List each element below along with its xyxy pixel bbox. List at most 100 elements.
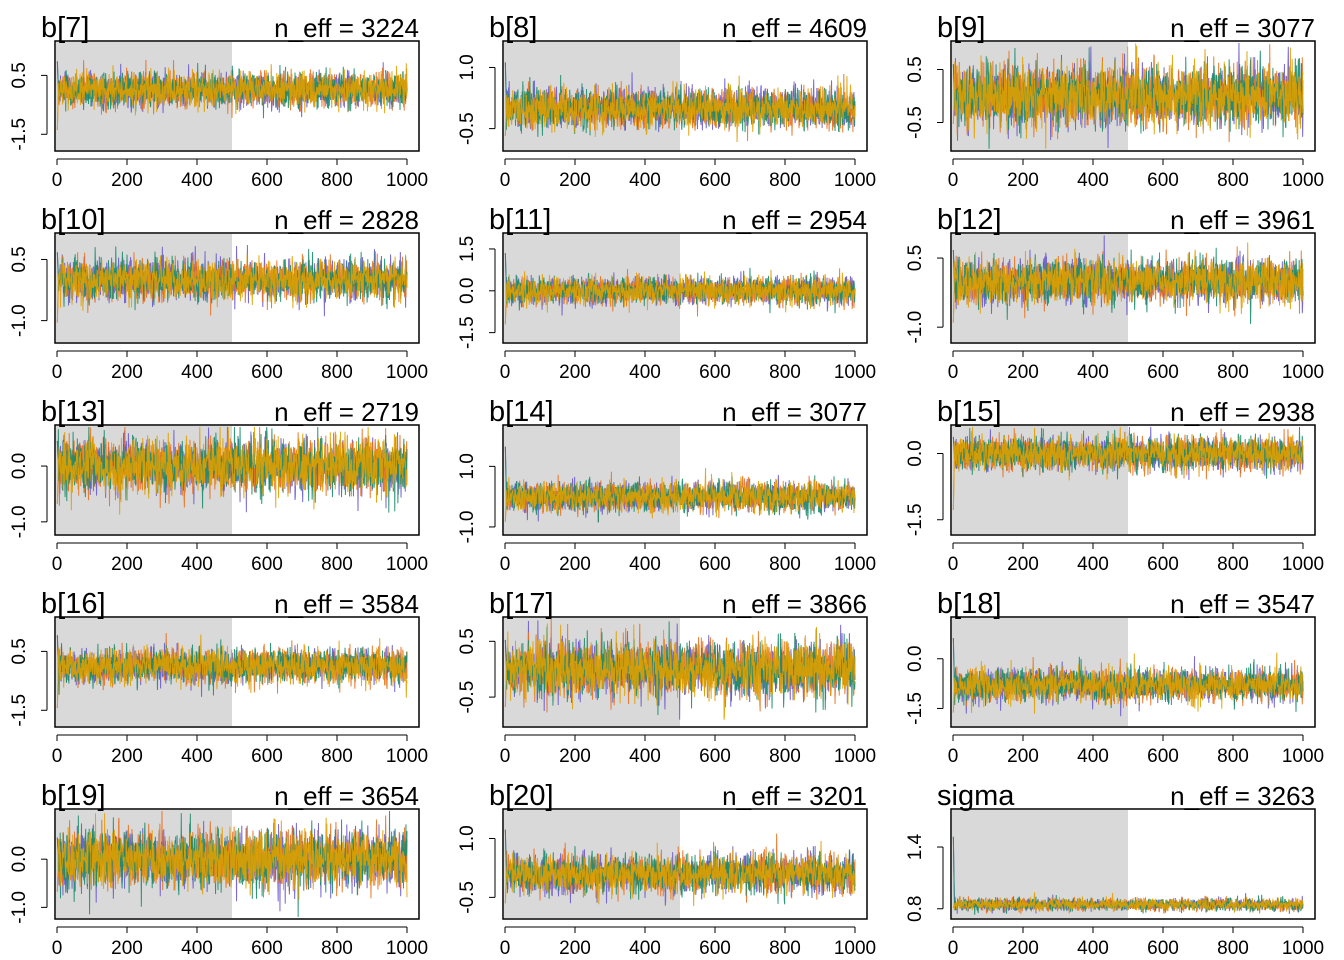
y-tick-label: 0.5 xyxy=(9,62,30,88)
plot-frame xyxy=(502,40,868,152)
n-eff-label: n_eff = 2719 xyxy=(274,397,419,427)
n-eff-label: n_eff = 2954 xyxy=(722,205,867,235)
x-tick-label: 400 xyxy=(1077,746,1109,767)
x-tick-label: 800 xyxy=(321,362,353,383)
n-eff-label: n_eff = 3584 xyxy=(274,589,419,619)
y-tick-label: 0.0 xyxy=(9,453,30,479)
x-tick-label: 200 xyxy=(1007,170,1039,191)
plot-frame xyxy=(950,40,1316,152)
x-tick-label: 400 xyxy=(629,362,661,383)
x-tick-label: 400 xyxy=(181,938,213,959)
x-tick-label: 1000 xyxy=(834,362,876,383)
n-eff-label: n_eff = 3263 xyxy=(1170,781,1315,811)
trace-panel: 0 200 400 600 800 1000 -1.5 0.5 b[7] n_eff = 3224 xyxy=(9,12,428,191)
n-eff-label: n_eff = 3961 xyxy=(1170,205,1315,235)
panel-title: b[9] xyxy=(937,12,985,44)
x-tick-label: 1000 xyxy=(386,938,428,959)
panel-title: b[7] xyxy=(41,12,89,44)
x-tick-label: 400 xyxy=(629,746,661,767)
trace-panel: 0 200 400 600 800 1000 -1.0 0.0 b[19] n_eff = 365… xyxy=(9,780,428,959)
trace-panel: 0 200 400 600 800 1000 -1.0 0.5 b[10] n_eff = 282… xyxy=(9,204,428,383)
chain-4-line xyxy=(56,634,408,709)
y-tick-label: -1.5 xyxy=(9,694,30,727)
x-tick-label: 1000 xyxy=(386,746,428,767)
x-tick-label: 0 xyxy=(500,170,511,191)
trace-panel: 0 200 400 600 800 1000 -0.5 1.0 b[20] n_eff = 320… xyxy=(457,780,876,959)
x-tick-label: 0 xyxy=(948,746,959,767)
x-tick-label: 1000 xyxy=(386,362,428,383)
n-eff-label: n_eff = 4609 xyxy=(722,13,867,43)
n-eff-label: n_eff = 2938 xyxy=(1170,397,1315,427)
y-tick-label: -1.5 xyxy=(457,316,478,349)
trace-panel: 0 200 400 600 800 1000 -0.5 0.5 b[9] n_eff = 3077 xyxy=(905,12,1324,191)
y-tick-label: -0.5 xyxy=(457,112,478,145)
panel-title: b[16] xyxy=(41,588,106,620)
chain-4-line xyxy=(504,623,856,720)
panel-title: b[8] xyxy=(489,12,537,44)
plot-frame xyxy=(54,424,420,536)
x-tick-label: 0 xyxy=(52,938,63,959)
y-tick-label: -1.0 xyxy=(905,311,926,344)
n-eff-label: n_eff = 3224 xyxy=(274,13,419,43)
trace-panel: 0 200 400 600 800 1000 -1.0 0.5 b[12] n_eff = 396… xyxy=(905,204,1324,383)
x-tick-label: 800 xyxy=(769,746,801,767)
x-tick-label: 200 xyxy=(111,938,143,959)
x-tick-label: 1000 xyxy=(834,554,876,575)
chain-4-line xyxy=(504,840,856,907)
plot-frame xyxy=(54,808,420,920)
trace-panel: 0 200 400 600 800 1000 0.8 1.4 sigma n_eff = 3263 xyxy=(905,780,1324,959)
x-tick-label: 0 xyxy=(52,554,63,575)
n-eff-label: n_eff = 3547 xyxy=(1170,589,1315,619)
plot-frame xyxy=(54,232,420,344)
x-tick-label: 600 xyxy=(699,938,731,959)
y-tick-label: 1.5 xyxy=(457,236,478,262)
trace-panel: 0 200 400 600 800 1000 -1.0 1.0 b[14] n_eff = 307… xyxy=(457,396,876,575)
x-tick-label: 200 xyxy=(1007,938,1039,959)
warmup-shade xyxy=(504,426,680,534)
x-tick-label: 400 xyxy=(629,938,661,959)
x-tick-label: 600 xyxy=(699,170,731,191)
x-tick-label: 600 xyxy=(1147,938,1179,959)
x-tick-label: 600 xyxy=(699,746,731,767)
y-tick-label: 1.4 xyxy=(905,833,926,860)
x-tick-label: 0 xyxy=(948,362,959,383)
x-tick-label: 400 xyxy=(629,170,661,191)
panel-title: b[20] xyxy=(489,780,554,812)
plot-frame xyxy=(502,232,868,344)
y-tick-label: 0.0 xyxy=(457,278,478,304)
x-tick-label: 600 xyxy=(1147,554,1179,575)
x-tick-label: 200 xyxy=(111,746,143,767)
y-tick-label: -1.5 xyxy=(9,118,30,151)
x-tick-label: 200 xyxy=(559,170,591,191)
panel-title: sigma xyxy=(937,780,1015,812)
panel-title: b[17] xyxy=(489,588,554,620)
x-tick-label: 200 xyxy=(1007,362,1039,383)
x-tick-label: 600 xyxy=(1147,362,1179,383)
x-tick-label: 1000 xyxy=(834,746,876,767)
x-tick-label: 0 xyxy=(948,170,959,191)
chain-4-line xyxy=(56,813,408,900)
x-tick-label: 400 xyxy=(1077,170,1109,191)
x-tick-label: 800 xyxy=(1217,170,1249,191)
n-eff-label: n_eff = 3201 xyxy=(722,781,867,811)
trace-panel: 0 200 400 600 800 1000 -1.5 0.0 b[18] n_eff = 354… xyxy=(905,588,1324,767)
x-tick-label: 0 xyxy=(948,938,959,959)
x-tick-label: 1000 xyxy=(1282,170,1324,191)
y-tick-label: -0.5 xyxy=(905,106,926,139)
x-tick-label: 800 xyxy=(769,170,801,191)
y-tick-label: 0.0 xyxy=(905,440,926,466)
plot-frame xyxy=(54,40,420,152)
x-tick-label: 600 xyxy=(251,938,283,959)
x-tick-label: 800 xyxy=(1217,938,1249,959)
trace-panel: 0 200 400 600 800 1000 -1.0 0.0 b[13] n_eff = 271… xyxy=(9,396,428,575)
x-tick-label: 200 xyxy=(559,938,591,959)
n-eff-label: n_eff = 3077 xyxy=(722,397,867,427)
x-tick-label: 1000 xyxy=(386,554,428,575)
panel-title: b[14] xyxy=(489,396,554,428)
chain-4-line xyxy=(56,254,408,323)
x-tick-label: 1000 xyxy=(834,938,876,959)
x-tick-label: 1000 xyxy=(1282,362,1324,383)
chain-4-line xyxy=(952,242,1304,323)
chain-4-line xyxy=(952,892,1304,913)
